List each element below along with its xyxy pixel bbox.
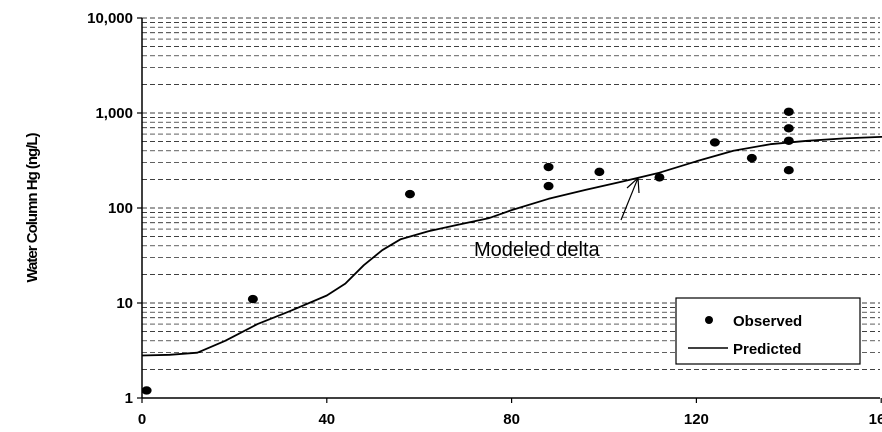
observed-point [709,138,720,147]
observed-point [783,165,794,175]
legend-observed-marker [705,316,713,324]
y-tick-label: 100 [108,200,133,217]
x-tick-label: 160 [869,411,882,428]
y-tick-label: 10 [116,295,133,312]
y-tick-label: 1 [125,390,133,407]
x-tick-label: 80 [503,411,520,428]
legend-box [675,297,861,365]
annotation-arrow [620,177,639,221]
observed-point [783,124,794,133]
y-axis-title: Water Column Hg (ng/L) [24,132,41,282]
observed-point [141,386,152,395]
predicted-line [141,135,882,357]
y-tick-label: 10,000 [87,10,133,27]
observed-point [247,294,258,304]
observed-point [654,173,665,182]
observed-point [404,189,415,199]
observed-point [783,107,794,116]
y-tick-label: 1,000 [95,105,133,122]
predicted-series [141,135,882,357]
annotation-label: Modeled delta [474,239,601,261]
annotation: Modeled delta [474,176,640,261]
observed-point [594,167,605,177]
x-tick-labels: 04080120160200240280 [138,398,882,428]
annotation-arrow-head [626,176,640,194]
observed-point [783,136,794,145]
y-tick-labels: 1 10 100 1,000 10,000 [87,10,142,407]
x-tick-label: 40 [318,411,335,428]
grid-lines [142,17,880,399]
legend: Observed Predicted [675,297,861,365]
legend-observed-label: Observed [733,313,802,330]
observed-point [746,153,757,163]
observed-series [141,107,794,395]
observed-point [543,181,554,191]
legend-predicted-label: Predicted [733,341,801,358]
observed-point [543,162,554,172]
x-tick-label: 120 [684,411,709,428]
x-tick-label: 0 [138,411,146,428]
